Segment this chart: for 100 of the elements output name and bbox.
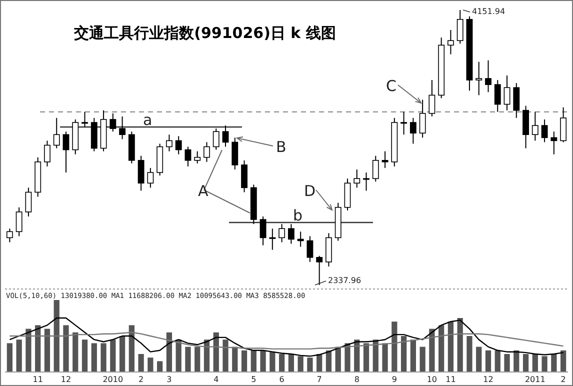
candlestick [419, 99, 426, 138]
annotation: 4151.94 [472, 7, 506, 16]
bar [298, 356, 304, 372]
bar [157, 361, 163, 372]
candlestick [428, 80, 436, 117]
bar [260, 350, 266, 372]
bar [270, 352, 276, 372]
bar [382, 343, 388, 372]
candlestick [147, 167, 154, 188]
candlestick [175, 136, 182, 155]
annotation: A [198, 182, 209, 200]
bar [392, 322, 398, 372]
candlestick [53, 117, 60, 149]
text: 交通工具行业指数(991026)日 k 线图 [73, 24, 336, 42]
x-tick-label: 12 [483, 375, 494, 384]
candlestick [363, 172, 370, 192]
candlestick [16, 206, 22, 237]
candlestick [541, 118, 548, 143]
bar [466, 336, 472, 372]
x-tick-label: 4 [214, 375, 219, 384]
bar [250, 350, 256, 372]
bar [344, 343, 350, 372]
bar [448, 322, 454, 372]
x-tick-label: 11 [446, 375, 456, 384]
candlestick [372, 155, 379, 182]
candlestick [204, 142, 210, 162]
bar [429, 328, 435, 372]
candlestick [110, 112, 116, 132]
bar [119, 336, 126, 372]
x-tick-label: 11 [32, 375, 43, 384]
x-tick-label: 6 [279, 375, 284, 384]
candlestick [278, 224, 286, 243]
annotation: B [276, 138, 286, 156]
candlestick [354, 168, 360, 188]
candlestick [410, 117, 416, 144]
candlestick [260, 216, 266, 246]
candlestick [184, 146, 192, 167]
candlestick [316, 255, 323, 286]
candlestick [194, 150, 201, 164]
bar [72, 332, 78, 372]
candlestick [44, 140, 50, 167]
bar [400, 336, 407, 372]
bar [110, 340, 116, 372]
candlestick [382, 150, 388, 168]
bar [485, 350, 492, 372]
candlestick [222, 125, 229, 148]
candlestick [82, 111, 88, 128]
bar [222, 340, 228, 372]
ref-line-label: b [293, 206, 303, 225]
candlestick [550, 131, 558, 155]
candlestick [6, 228, 13, 243]
annotation: C [386, 77, 396, 95]
bar [35, 325, 41, 372]
candlestick [560, 106, 567, 143]
bar [16, 340, 22, 372]
candlestick [456, 10, 464, 44]
bar [44, 328, 50, 372]
bar [542, 356, 548, 372]
bar [138, 354, 144, 372]
candlestick [513, 82, 520, 118]
bar [420, 346, 426, 372]
candlestick [306, 236, 314, 262]
bar [213, 332, 219, 372]
ref-line-label: a [143, 111, 152, 130]
candlestick [138, 155, 144, 192]
candlestick [232, 137, 238, 170]
bar [26, 328, 32, 372]
candlestick [269, 228, 276, 250]
bar [91, 343, 97, 372]
bar [82, 340, 88, 372]
candlestick [504, 74, 510, 111]
bar [551, 354, 557, 372]
x-tick-label: 12 [60, 375, 72, 384]
candlestick [297, 231, 304, 248]
bar [476, 346, 482, 372]
bar [128, 325, 134, 372]
bar [307, 358, 313, 372]
bar [457, 318, 463, 372]
candlestick [400, 111, 408, 136]
candlestick [288, 224, 294, 244]
x-tick-label: 9 [392, 375, 397, 384]
bar [54, 300, 60, 372]
x-tick-label: 2 [560, 375, 566, 384]
x-tick-label: 7 [316, 375, 322, 384]
candlestick [485, 60, 492, 93]
bar [185, 346, 191, 372]
bar [363, 343, 370, 372]
bar [504, 354, 510, 372]
candlestick [476, 61, 482, 96]
candlestick [119, 116, 126, 140]
candlestick [25, 187, 32, 217]
annotation: 2337.96 [328, 276, 362, 285]
x-tick-label: 2010 [102, 375, 124, 384]
candlestick [241, 160, 248, 193]
x-tick-label: 2011 [524, 375, 546, 384]
x-tick-label: 10 [426, 375, 438, 384]
bar [63, 325, 69, 372]
bar [494, 350, 500, 372]
bar [410, 340, 416, 372]
bar [288, 354, 294, 372]
